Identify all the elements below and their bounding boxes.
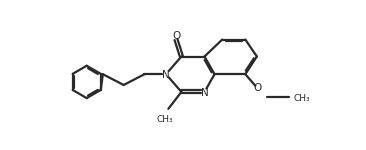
Text: O: O	[173, 32, 181, 42]
Text: O: O	[254, 83, 262, 93]
Text: CH₃: CH₃	[294, 94, 310, 103]
Text: CH₃: CH₃	[156, 115, 173, 124]
Text: N: N	[201, 88, 209, 98]
Text: N: N	[162, 70, 170, 80]
